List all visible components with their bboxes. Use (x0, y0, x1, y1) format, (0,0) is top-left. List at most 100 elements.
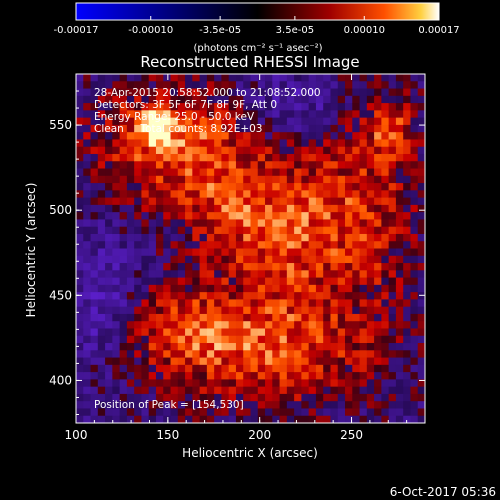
heatmap-cell (337, 415, 346, 423)
heatmap-cell (395, 95, 404, 104)
heatmap-cell (119, 379, 128, 388)
heatmap-cell (119, 350, 128, 358)
heatmap-cell (250, 292, 259, 300)
heatmap-cell (199, 212, 208, 220)
heatmap-cell (395, 386, 404, 395)
heatmap-cell (286, 117, 295, 126)
heatmap-cell (228, 161, 237, 169)
heatmap-cell (170, 175, 179, 184)
heatmap-cell (105, 241, 113, 249)
heatmap-cell (199, 343, 208, 351)
heatmap-cell (185, 408, 193, 417)
heatmap-cell (381, 88, 390, 97)
heatmap-cell (141, 153, 150, 162)
heatmap-cell (185, 386, 193, 395)
heatmap-cell (294, 386, 302, 395)
heatmap-cell (410, 168, 419, 177)
heatmap-cell (83, 393, 91, 402)
heatmap-cell (119, 415, 128, 423)
heatmap-cell (286, 372, 295, 380)
heatmap-cell (403, 321, 411, 329)
heatmap-cell (395, 263, 404, 271)
heatmap-cell (403, 153, 411, 162)
heatmap-cell (279, 248, 288, 257)
heatmap-cell (163, 393, 171, 402)
heatmap-cell (308, 103, 317, 111)
heatmap-cell (126, 328, 135, 337)
heatmap-cell (243, 88, 251, 97)
heatmap-cell (323, 139, 331, 148)
heatmap-cell (265, 306, 273, 315)
heatmap-cell (352, 386, 360, 395)
heatmap-cell (235, 197, 244, 206)
heatmap-cell (352, 88, 360, 97)
heatmap-cell (388, 161, 397, 169)
heatmap-cell (163, 219, 171, 228)
heatmap-cell (265, 95, 273, 104)
heatmap-cell (90, 204, 99, 213)
heatmap-cell (90, 81, 99, 89)
heatmap-cell (374, 335, 382, 344)
heatmap-cell (148, 415, 157, 423)
heatmap-cell (214, 103, 222, 111)
heatmap-cell (410, 379, 419, 388)
heatmap-cell (315, 124, 324, 133)
heatmap-cell (214, 241, 222, 249)
heatmap-cell (330, 299, 339, 308)
heatmap-cell (323, 74, 331, 82)
heatmap-cell (366, 124, 375, 133)
heatmap-cell (395, 219, 404, 228)
heatmap-cell (345, 168, 353, 177)
heatmap-cell (185, 313, 193, 322)
heatmap-cell (308, 117, 317, 126)
heatmap-cell (279, 401, 288, 409)
heatmap-cell (228, 313, 237, 322)
heatmap-cell (97, 313, 106, 322)
heatmap-cell (403, 132, 411, 140)
heatmap-cell (395, 117, 404, 126)
heatmap-cell (337, 197, 346, 206)
heatmap-cell (301, 415, 310, 423)
heatmap-cell (250, 161, 259, 169)
heatmap-cell (308, 277, 317, 286)
heatmap-cell (323, 183, 331, 191)
heatmap-cell (170, 306, 179, 315)
heatmap-cell (417, 95, 425, 104)
heatmap-cell (301, 350, 310, 358)
heatmap-cell (155, 204, 164, 213)
heatmap-cell (214, 263, 222, 271)
heatmap-cell (155, 248, 164, 257)
heatmap-cell (403, 393, 411, 402)
heatmap-cell (119, 124, 128, 133)
heatmap-cell (163, 183, 171, 191)
heatmap-cell (148, 139, 157, 148)
heatmap-cell (265, 190, 273, 198)
heatmap-cell (163, 212, 171, 220)
heatmap-cell (185, 270, 193, 278)
heatmap-cell (301, 204, 310, 213)
heatmap-cell (345, 270, 353, 278)
heatmap-cell (352, 241, 360, 249)
heatmap-cell (315, 117, 324, 126)
heatmap-cell (228, 226, 237, 235)
heatmap-cell (250, 124, 259, 133)
heatmap-cell (359, 335, 368, 344)
heatmap-cell (323, 335, 331, 344)
heatmap-cell (206, 81, 215, 89)
heatmap-cell (97, 81, 106, 89)
heatmap-cell (301, 168, 310, 177)
heatmap-cell (345, 197, 353, 206)
heatmap-cell (112, 343, 121, 351)
heatmap-cell (345, 183, 353, 191)
heatmap-cell (403, 175, 411, 184)
heatmap-cell (294, 81, 302, 89)
heatmap-cell (323, 168, 331, 177)
heatmap-cell (403, 117, 411, 126)
heatmap-cell (395, 372, 404, 380)
heatmap-cell (126, 372, 135, 380)
heatmap-cell (279, 103, 288, 111)
heatmap-cell (388, 74, 397, 82)
heatmap-cell (163, 175, 171, 184)
heatmap-cell (83, 74, 91, 82)
